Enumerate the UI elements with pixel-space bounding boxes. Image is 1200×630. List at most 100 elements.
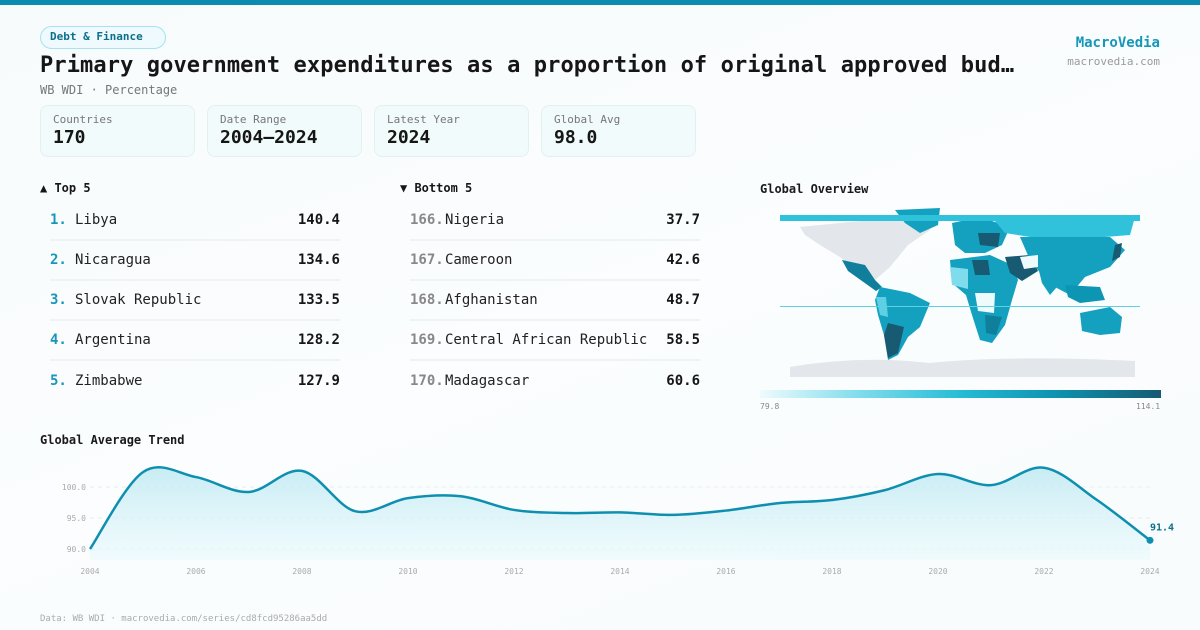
country-value: 37.7 — [666, 212, 700, 228]
list-item[interactable]: 166. Nigeria 37.7 — [410, 201, 700, 241]
trend-line — [88, 466, 1151, 550]
list-item[interactable]: 168. Afghanistan 48.7 — [410, 281, 700, 321]
stat-label: Latest Year — [387, 113, 460, 126]
stats-row: Countries 170 Date Range 2004–2024 Lates… — [40, 105, 696, 157]
x-tick-label: 2012 — [504, 567, 523, 576]
x-tick-label: 2024 — [1140, 567, 1159, 576]
x-tick-label: 2016 — [716, 567, 735, 576]
trend-title: Global Average Trend — [40, 433, 185, 447]
x-tick-label: 2018 — [822, 567, 841, 576]
x-tick-label: 2004 — [80, 567, 99, 576]
stat-value: 98.0 — [554, 127, 598, 148]
country-value: 60.6 — [666, 373, 700, 389]
x-tick-label: 2020 — [928, 567, 947, 576]
rank: 168. — [410, 292, 444, 308]
stat-label: Global Avg — [554, 113, 621, 126]
list-item[interactable]: 169. Central African Republic 58.5 — [410, 321, 700, 361]
region-north-america[interactable] — [800, 215, 930, 280]
rank: 2. — [50, 252, 67, 268]
region-argentina[interactable] — [884, 323, 904, 358]
list-item[interactable]: 2. Nicaragua 134.6 — [50, 241, 340, 281]
rank: 167. — [410, 252, 444, 268]
stat-card-latest-year: Latest Year 2024 — [374, 105, 529, 157]
region-west-africa[interactable] — [950, 267, 968, 289]
region-central-africa[interactable] — [975, 293, 995, 313]
region-southeast-asia[interactable] — [1065, 285, 1105, 303]
country-name: Afghanistan — [445, 292, 538, 308]
list-item[interactable]: 167. Cameroon 42.6 — [410, 241, 700, 281]
country-name: Madagascar — [445, 373, 530, 389]
x-tick-label: 2010 — [398, 567, 417, 576]
rank: 3. — [50, 292, 67, 308]
y-tick-label: 90.0 — [67, 545, 86, 554]
region-southern-africa[interactable] — [985, 315, 1002, 335]
rank: 169. — [410, 332, 444, 348]
bottom5-list: 166. Nigeria 37.7 167. Cameroon 42.6 168. Afg… — [410, 201, 700, 401]
brand: MacroVedia macrovedia.com — [1067, 35, 1160, 68]
country-name: Cameroon — [445, 252, 513, 268]
region-india[interactable] — [1038, 265, 1062, 295]
page-subtitle: WB WDI · Percentage — [40, 83, 178, 97]
x-tick-label: 2006 — [186, 567, 205, 576]
bottom5-heading: ▼ Bottom 5 — [400, 181, 473, 195]
brand-url[interactable]: macrovedia.com — [1067, 55, 1160, 68]
top5-list: 1. Libya 140.4 2. Nicaragua 134.6 3. Slovak R… — [50, 201, 340, 401]
top-accent-bar — [0, 0, 1200, 5]
region-central-asia[interactable] — [1020, 255, 1038, 269]
stat-value: 2024 — [387, 127, 431, 148]
list-item[interactable]: 170. Madagascar 60.6 — [410, 361, 700, 401]
x-tick-label: 2008 — [292, 567, 311, 576]
footer-source: Data: WB WDI · macrovedia.com/series/cd8… — [40, 614, 328, 624]
country-value: 127.9 — [297, 373, 340, 389]
map-title: Global Overview — [760, 182, 869, 196]
legend-max-label: 114.1 — [1136, 402, 1161, 411]
data-point[interactable] — [1146, 536, 1154, 544]
country-name: Nicaragua — [75, 252, 151, 268]
country-name: Zimbabwe — [75, 373, 143, 389]
rank: 1. — [50, 212, 67, 228]
country-name: Central African Republic — [445, 332, 648, 348]
stat-label: Date Range — [220, 113, 287, 126]
list-item[interactable]: 1. Libya 140.4 — [50, 201, 340, 241]
country-value: 48.7 — [666, 292, 700, 308]
x-tick-label: 2022 — [1034, 567, 1053, 576]
region-australia[interactable] — [1080, 307, 1122, 335]
region-mexico[interactable] — [842, 260, 882, 291]
stat-card-countries: Countries 170 — [40, 105, 195, 157]
country-name: Argentina — [75, 332, 151, 348]
list-item[interactable]: 3. Slovak Republic 133.5 — [50, 281, 340, 321]
page-title: Primary government expenditures as a pro… — [40, 53, 1015, 78]
map-artifact-top-line — [780, 215, 1140, 221]
list-item[interactable]: 4. Argentina 128.2 — [50, 321, 340, 361]
country-value: 140.4 — [297, 212, 340, 228]
stat-value: 170 — [53, 127, 86, 148]
stat-value: 2004–2024 — [220, 127, 318, 148]
stat-card-global-avg: Global Avg 98.0 — [541, 105, 696, 157]
map-artifact-equator-line — [780, 306, 1140, 307]
list-item[interactable]: 5. Zimbabwe 127.9 — [50, 361, 340, 401]
x-tick-label: 2014 — [610, 567, 629, 576]
country-value: 128.2 — [297, 332, 340, 348]
country-name: Libya — [75, 212, 118, 228]
region-eastern-europe[interactable] — [978, 233, 1000, 247]
rank: 5. — [50, 373, 67, 389]
y-tick-label: 100.0 — [62, 483, 86, 492]
brand-name[interactable]: MacroVedia — [1075, 35, 1160, 51]
country-name: Nigeria — [445, 212, 505, 228]
last-value-label: 91.4 — [1150, 522, 1174, 533]
world-choropleth-map[interactable] — [780, 205, 1140, 385]
region-libya[interactable] — [972, 260, 990, 275]
top5-heading: ▲ Top 5 — [40, 181, 91, 195]
region-japan[interactable] — [1112, 243, 1122, 261]
rank: 170. — [410, 373, 444, 389]
rank: 4. — [50, 332, 67, 348]
country-value: 133.5 — [297, 292, 340, 308]
rank: 166. — [410, 212, 444, 228]
region-asia[interactable] — [1020, 237, 1125, 295]
trend-chart[interactable]: 90.0 95.0 100.0 2004 2006 2008 2010 2012 2014 201… — [0, 450, 1200, 585]
region-antarctica[interactable] — [790, 358, 1135, 377]
country-name: Slovak Republic — [75, 292, 202, 308]
category-tag[interactable]: Debt & Finance — [40, 26, 166, 49]
country-value: 58.5 — [666, 332, 700, 348]
stat-label: Countries — [53, 113, 113, 126]
